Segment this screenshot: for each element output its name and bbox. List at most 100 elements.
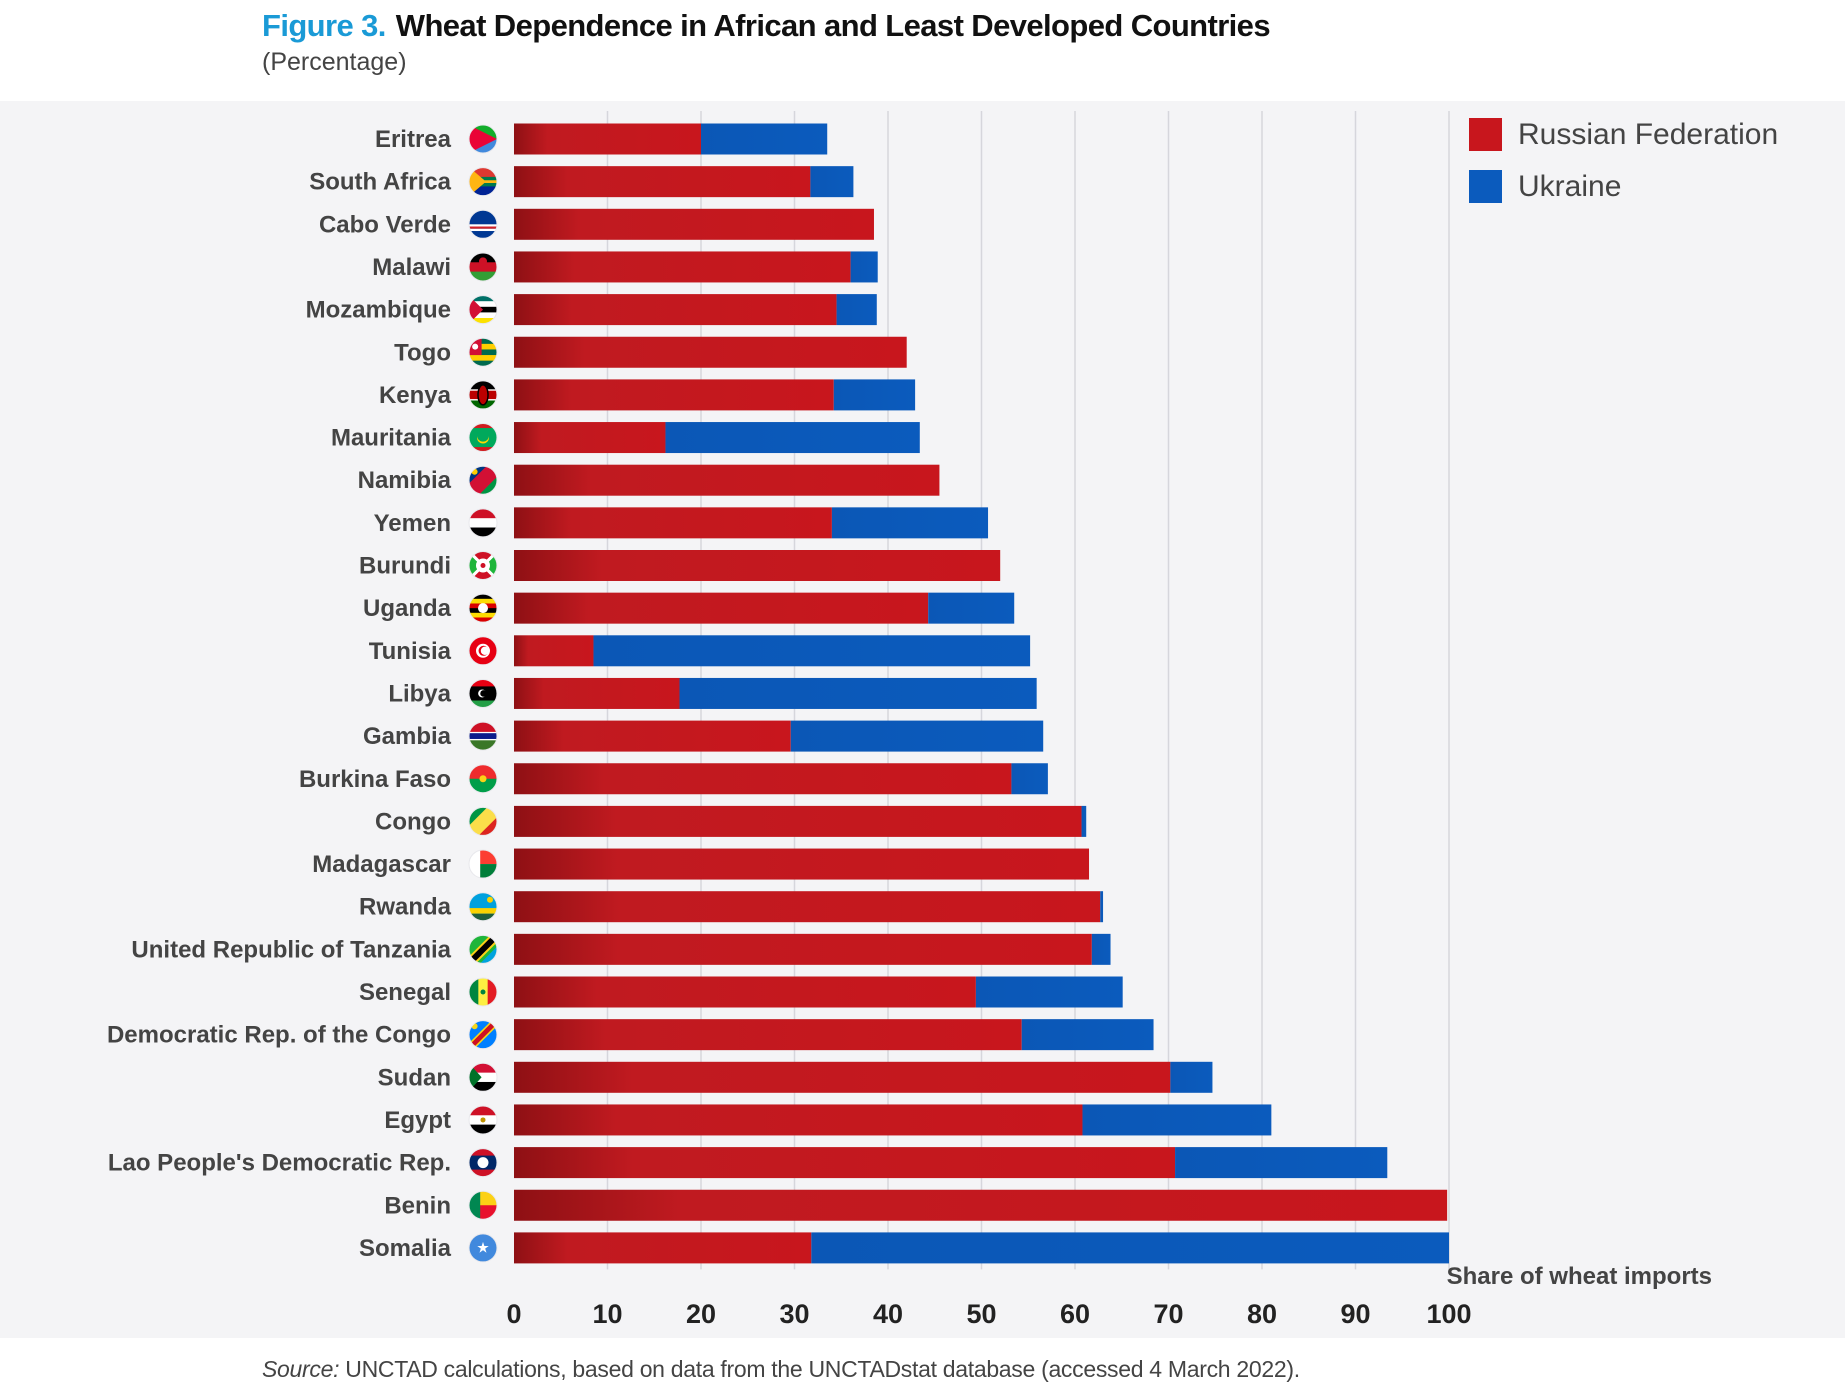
senegal-flag-icon bbox=[468, 977, 498, 1007]
burkina-faso-flag-icon bbox=[468, 764, 498, 794]
madagascar-flag-icon bbox=[468, 849, 498, 879]
category-label: Burundi bbox=[359, 553, 451, 580]
category-label: Rwanda bbox=[359, 894, 452, 921]
bar-ukraine bbox=[1081, 805, 1087, 837]
bar-russia bbox=[514, 1189, 1448, 1221]
bar-ukraine bbox=[1011, 763, 1048, 795]
bar-ukraine bbox=[975, 976, 1123, 1008]
bar-ukraine bbox=[1091, 933, 1111, 965]
bar-russia bbox=[514, 976, 976, 1008]
bar-ukraine bbox=[679, 677, 1037, 709]
bar-ukraine bbox=[665, 422, 920, 454]
category-label: Uganda bbox=[363, 595, 452, 622]
x-tick-labels: 0 10 20 30 40 50 60 70 80 90 100 bbox=[506, 1299, 1471, 1329]
bar-ukraine bbox=[831, 507, 989, 539]
flag-icons bbox=[468, 124, 498, 1263]
bar-ukraine bbox=[811, 1232, 1449, 1264]
kenya-flag-icon bbox=[468, 380, 498, 410]
cabo-verde-flag-icon bbox=[468, 209, 498, 239]
x-tick-label: 0 bbox=[506, 1299, 521, 1329]
x-tick-label: 80 bbox=[1247, 1299, 1277, 1329]
category-label: Tunisia bbox=[369, 638, 452, 665]
bar-russia bbox=[514, 933, 1092, 965]
namibia-flag-icon bbox=[468, 465, 498, 495]
bar-russia bbox=[514, 891, 1101, 923]
bar-russia bbox=[514, 1147, 1176, 1179]
benin-flag-icon bbox=[468, 1190, 498, 1220]
legend-label: Russian Federation bbox=[1518, 118, 1778, 151]
category-label: Burkina Faso bbox=[299, 766, 451, 793]
bar-russia bbox=[514, 422, 666, 454]
category-label: United Republic of Tanzania bbox=[131, 936, 451, 963]
chart-title: Figure 3. Wheat Dependence in African and… bbox=[262, 8, 1271, 44]
category-label: Cabo Verde bbox=[319, 211, 451, 238]
egypt-flag-icon bbox=[468, 1105, 498, 1135]
eritrea-flag-icon bbox=[468, 124, 498, 154]
legend: Russian Federation Ukraine bbox=[1469, 118, 1778, 203]
source-note: Source: UNCTAD calculations, based on da… bbox=[262, 1356, 1300, 1383]
bar-ukraine bbox=[701, 123, 828, 155]
x-tick-label: 30 bbox=[779, 1299, 809, 1329]
category-label: South Africa bbox=[309, 169, 451, 196]
legend-swatch bbox=[1469, 118, 1502, 151]
south-africa-flag-icon bbox=[468, 167, 498, 197]
bar-russia bbox=[514, 294, 837, 326]
bar-russia bbox=[514, 464, 940, 496]
malawi-flag-icon bbox=[468, 252, 498, 282]
sudan-flag-icon bbox=[468, 1062, 498, 1092]
bar-russia bbox=[514, 763, 1012, 795]
bar-ukraine bbox=[928, 592, 1015, 624]
category-label: Somalia bbox=[359, 1235, 452, 1262]
bar-ukraine bbox=[593, 635, 1031, 667]
bar-ukraine bbox=[790, 720, 1044, 752]
bar-russia bbox=[514, 550, 1001, 581]
x-tick-label: 40 bbox=[873, 1299, 903, 1329]
category-label: Benin bbox=[384, 1192, 451, 1219]
category-label: Namibia bbox=[358, 467, 452, 494]
category-label: Togo bbox=[394, 339, 451, 366]
bar-russia bbox=[514, 166, 811, 198]
legend-label: Ukraine bbox=[1518, 170, 1621, 203]
burundi-flag-icon bbox=[468, 551, 498, 580]
category-label: Democratic Rep. of the Congo bbox=[107, 1022, 451, 1049]
chart-panel: Eritrea South Africa Cabo Verde Malawi Mozam… bbox=[0, 101, 1845, 1338]
chart-subtitle: (Percentage) bbox=[262, 48, 407, 76]
chart-header: Figure 3. Wheat Dependence in African and… bbox=[262, 8, 1271, 77]
bar-russia bbox=[514, 805, 1082, 837]
figure-title: Wheat Dependence in African and Least De… bbox=[395, 8, 1271, 43]
tanzania-flag-icon bbox=[468, 934, 498, 964]
category-label: Libya bbox=[388, 680, 451, 707]
rwanda-flag-icon bbox=[468, 892, 498, 922]
bar-russia bbox=[514, 1232, 812, 1264]
category-label: Malawi bbox=[372, 254, 451, 281]
bar-ukraine bbox=[836, 294, 877, 326]
category-label: Madagascar bbox=[312, 851, 451, 878]
bar-ukraine bbox=[1175, 1147, 1388, 1179]
source-label: Source: bbox=[262, 1356, 340, 1382]
x-axis-label: Share of wheat imports bbox=[1447, 1263, 1712, 1290]
figure-number: Figure 3. bbox=[262, 8, 386, 43]
bar-russia bbox=[514, 848, 1090, 880]
bar-ukraine bbox=[810, 166, 854, 198]
gambia-flag-icon bbox=[468, 721, 498, 751]
x-tick-label: 10 bbox=[592, 1299, 622, 1329]
yemen-flag-icon bbox=[468, 508, 498, 538]
bar-ukraine bbox=[833, 379, 916, 411]
source-text: UNCTAD calculations, based on data from … bbox=[339, 1356, 1300, 1382]
uganda-flag-icon bbox=[468, 593, 498, 623]
bar-ukraine bbox=[1021, 1019, 1154, 1051]
category-label: Congo bbox=[375, 808, 451, 835]
bar-russia bbox=[514, 208, 874, 240]
category-label: Lao People's Democratic Rep. bbox=[108, 1150, 451, 1177]
bar-ukraine bbox=[850, 251, 878, 283]
bar-russia bbox=[514, 507, 832, 539]
x-tick-label: 100 bbox=[1426, 1299, 1471, 1329]
tunisia-flag-icon bbox=[468, 636, 498, 666]
x-tick-label: 20 bbox=[686, 1299, 716, 1329]
congo-flag-icon bbox=[468, 806, 498, 836]
bar-ukraine bbox=[1082, 1104, 1272, 1136]
bar-russia bbox=[514, 1061, 1171, 1093]
category-label: Mozambique bbox=[306, 297, 451, 324]
bar-ukraine bbox=[1100, 891, 1104, 923]
category-label: Sudan bbox=[378, 1064, 451, 1091]
